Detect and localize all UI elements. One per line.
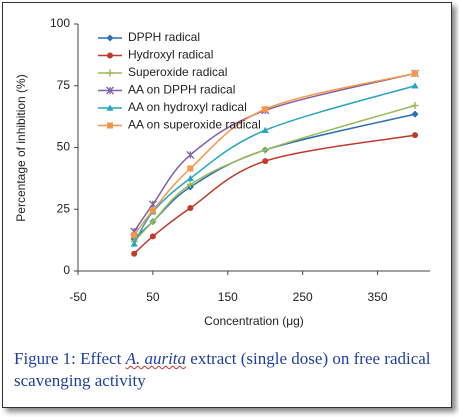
x-tick-label: 150 [218,290,238,304]
legend-label: Hydroxyl radical [128,48,213,62]
marker [411,82,419,89]
marker [149,233,156,240]
series-line [133,104,416,242]
marker [412,70,419,77]
y-tick-label: 0 [63,263,70,277]
y-tick-label: 75 [57,78,71,92]
legend-label: Superoxide radical [128,65,227,79]
series-line [133,72,416,236]
x-axis-label: Concentration (μg) [204,314,304,328]
legend-marker [106,69,114,77]
y-tick-label: 25 [57,201,71,215]
marker [187,165,194,172]
marker [130,240,138,247]
marker [131,250,138,257]
caption-species: A. aurita [125,349,187,368]
x-tick-label: 50 [146,290,160,304]
legend-label: AA on superoxide radical [128,118,261,132]
legend-marker [106,86,114,95]
caption-text: extract (single dose) on free radical sc… [14,349,431,390]
series-line [133,72,416,232]
marker [131,232,138,239]
marker [412,132,419,139]
caption: Figure 1: Effect A. aurita extract (sing… [14,348,446,392]
legend-label: AA on hydroxyl radical [128,100,247,114]
legend-marker [107,52,113,59]
y-tick-label: 50 [57,140,71,154]
marker [186,181,194,189]
y-tick-label: 100 [50,16,70,30]
legend-label: DPPH radical [128,30,200,44]
marker [187,205,194,212]
marker [262,158,269,165]
marker [149,218,157,226]
x-tick-label: -50 [69,290,87,304]
marker [411,102,419,110]
legend-marker [107,122,113,129]
marker [411,110,419,118]
legend-marker [106,104,114,111]
x-tick-label: 350 [368,290,388,304]
legend-marker [106,34,114,42]
marker [149,207,156,214]
x-tick-label: 250 [293,290,313,304]
marker [261,146,269,154]
caption-text: Figure 1: Effect [14,349,126,368]
figure-frame [2,2,452,408]
legend-label: AA on DPPH radical [128,83,235,97]
series-line [133,113,416,240]
series-line [133,134,416,255]
marker [261,126,269,134]
marker [186,174,194,182]
y-axis-label: Percentage of inhibition (%) [14,74,28,221]
marker [186,150,195,159]
marker [262,106,269,113]
series-line [133,85,416,245]
